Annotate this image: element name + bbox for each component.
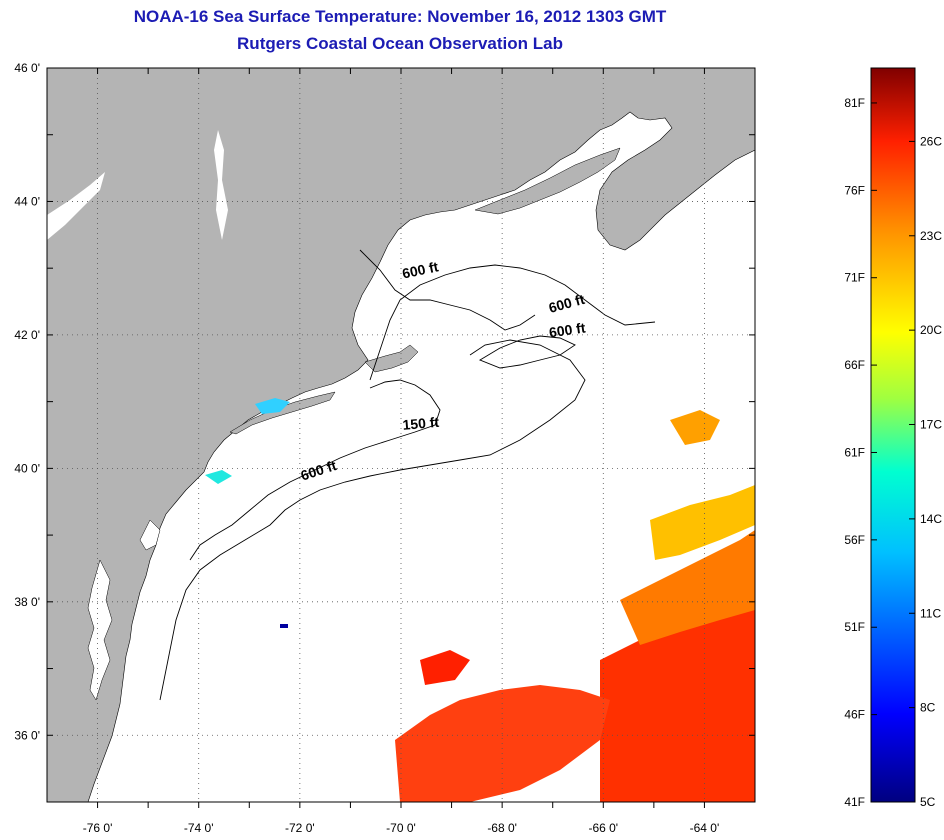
colorbar-f-label: 66F <box>844 358 865 372</box>
contour-150ft <box>189 379 441 561</box>
contour-georges-bank <box>478 335 576 369</box>
colorbar-c-label: 5C <box>920 795 936 809</box>
contour-600ft-shelf <box>159 339 586 701</box>
map-gridlines <box>47 68 755 802</box>
sst-patch-yellow <box>650 485 755 560</box>
contour-label: 600 ft <box>548 319 587 340</box>
colorbar-f-label: 61F <box>844 445 865 459</box>
sst-patch-cyan-nj <box>205 470 232 484</box>
sst-patch-orange <box>620 530 755 645</box>
contour-label: 150 ft <box>402 414 440 433</box>
lat-tick-label: 40 0' <box>14 461 40 475</box>
lake-ontario-edge <box>47 172 105 240</box>
land-cape-cod <box>364 344 419 373</box>
colorbar-f-label: 81F <box>844 96 865 110</box>
lat-tick-label: 46 0' <box>14 61 40 75</box>
sst-patch-cyan-li <box>255 398 290 414</box>
land-north-america <box>47 68 755 802</box>
lake-champlain <box>214 130 228 240</box>
colorbar-c-label: 11C <box>920 606 941 620</box>
lon-tick-label: -70 0' <box>386 821 416 835</box>
colorbar-f-label: 76F <box>844 183 865 197</box>
lat-tick-label: 36 0' <box>14 728 40 742</box>
contour-coastal-fine <box>359 249 536 331</box>
sst-patch-warm-main <box>600 605 755 802</box>
colorbar-f-label: 41F <box>844 795 865 809</box>
lat-tick-label: 44 0' <box>14 194 40 208</box>
colorbar-c-label: 17C <box>920 418 942 432</box>
colorbar-f-label: 56F <box>844 533 865 547</box>
lon-tick-label: -64 0' <box>690 821 720 835</box>
land-nova-scotia <box>474 147 621 215</box>
bathymetry-contours <box>159 249 656 701</box>
map-title: NOAA-16 Sea Surface Temperature: Novembe… <box>133 7 667 26</box>
contour-label: 600 ft <box>401 258 440 281</box>
map-subtitle: Rutgers Coastal Ocean Observation Lab <box>237 34 563 53</box>
colorbar-f-label: 46F <box>844 708 865 722</box>
colorbar-f-label: 51F <box>844 620 865 634</box>
colorbar-c-label: 20C <box>920 323 942 337</box>
colorbar-c-label: 23C <box>920 229 942 243</box>
longitude-axis-labels: -76 0' -74 0' -72 0' -70 0' -68 0' -66 0' -64 … <box>83 821 720 835</box>
colorbar-celsius-labels: 26C 23C 20C 17C 14C 11C 8C 5C <box>920 134 942 809</box>
colorbar-c-label: 14C <box>920 512 942 526</box>
contour-600ft-gulf-maine <box>369 264 656 381</box>
lon-tick-label: -74 0' <box>184 821 214 835</box>
sst-patch-scattered-2 <box>420 650 470 685</box>
map-axis-ticks <box>47 67 755 808</box>
colorbar-fahrenheit-labels: 81F 76F 71F 66F 61F 56F 51F 46F 41F <box>844 96 865 809</box>
sst-patches <box>205 398 755 802</box>
delaware-bay <box>139 519 161 551</box>
lat-tick-label: 42 0' <box>14 328 40 342</box>
colorbar-ticks <box>871 102 915 803</box>
sst-patch-blue-dot <box>280 624 288 628</box>
lon-tick-label: -66 0' <box>588 821 618 835</box>
sst-patch-scattered-1 <box>670 410 720 445</box>
lon-tick-label: -72 0' <box>285 821 315 835</box>
latitude-axis-labels: 36 0' 38 0' 40 0' 42 0' 44 0' 46 0' <box>14 61 40 742</box>
colorbar-c-label: 26C <box>920 134 942 148</box>
lon-tick-label: -68 0' <box>487 821 517 835</box>
lon-tick-label: -76 0' <box>83 821 113 835</box>
chesapeake-bay <box>87 559 113 701</box>
colorbar-c-label: 8C <box>920 701 936 715</box>
temperature-colorbar <box>870 67 916 803</box>
colorbar-f-label: 71F <box>844 271 865 285</box>
lat-tick-label: 38 0' <box>14 595 40 609</box>
